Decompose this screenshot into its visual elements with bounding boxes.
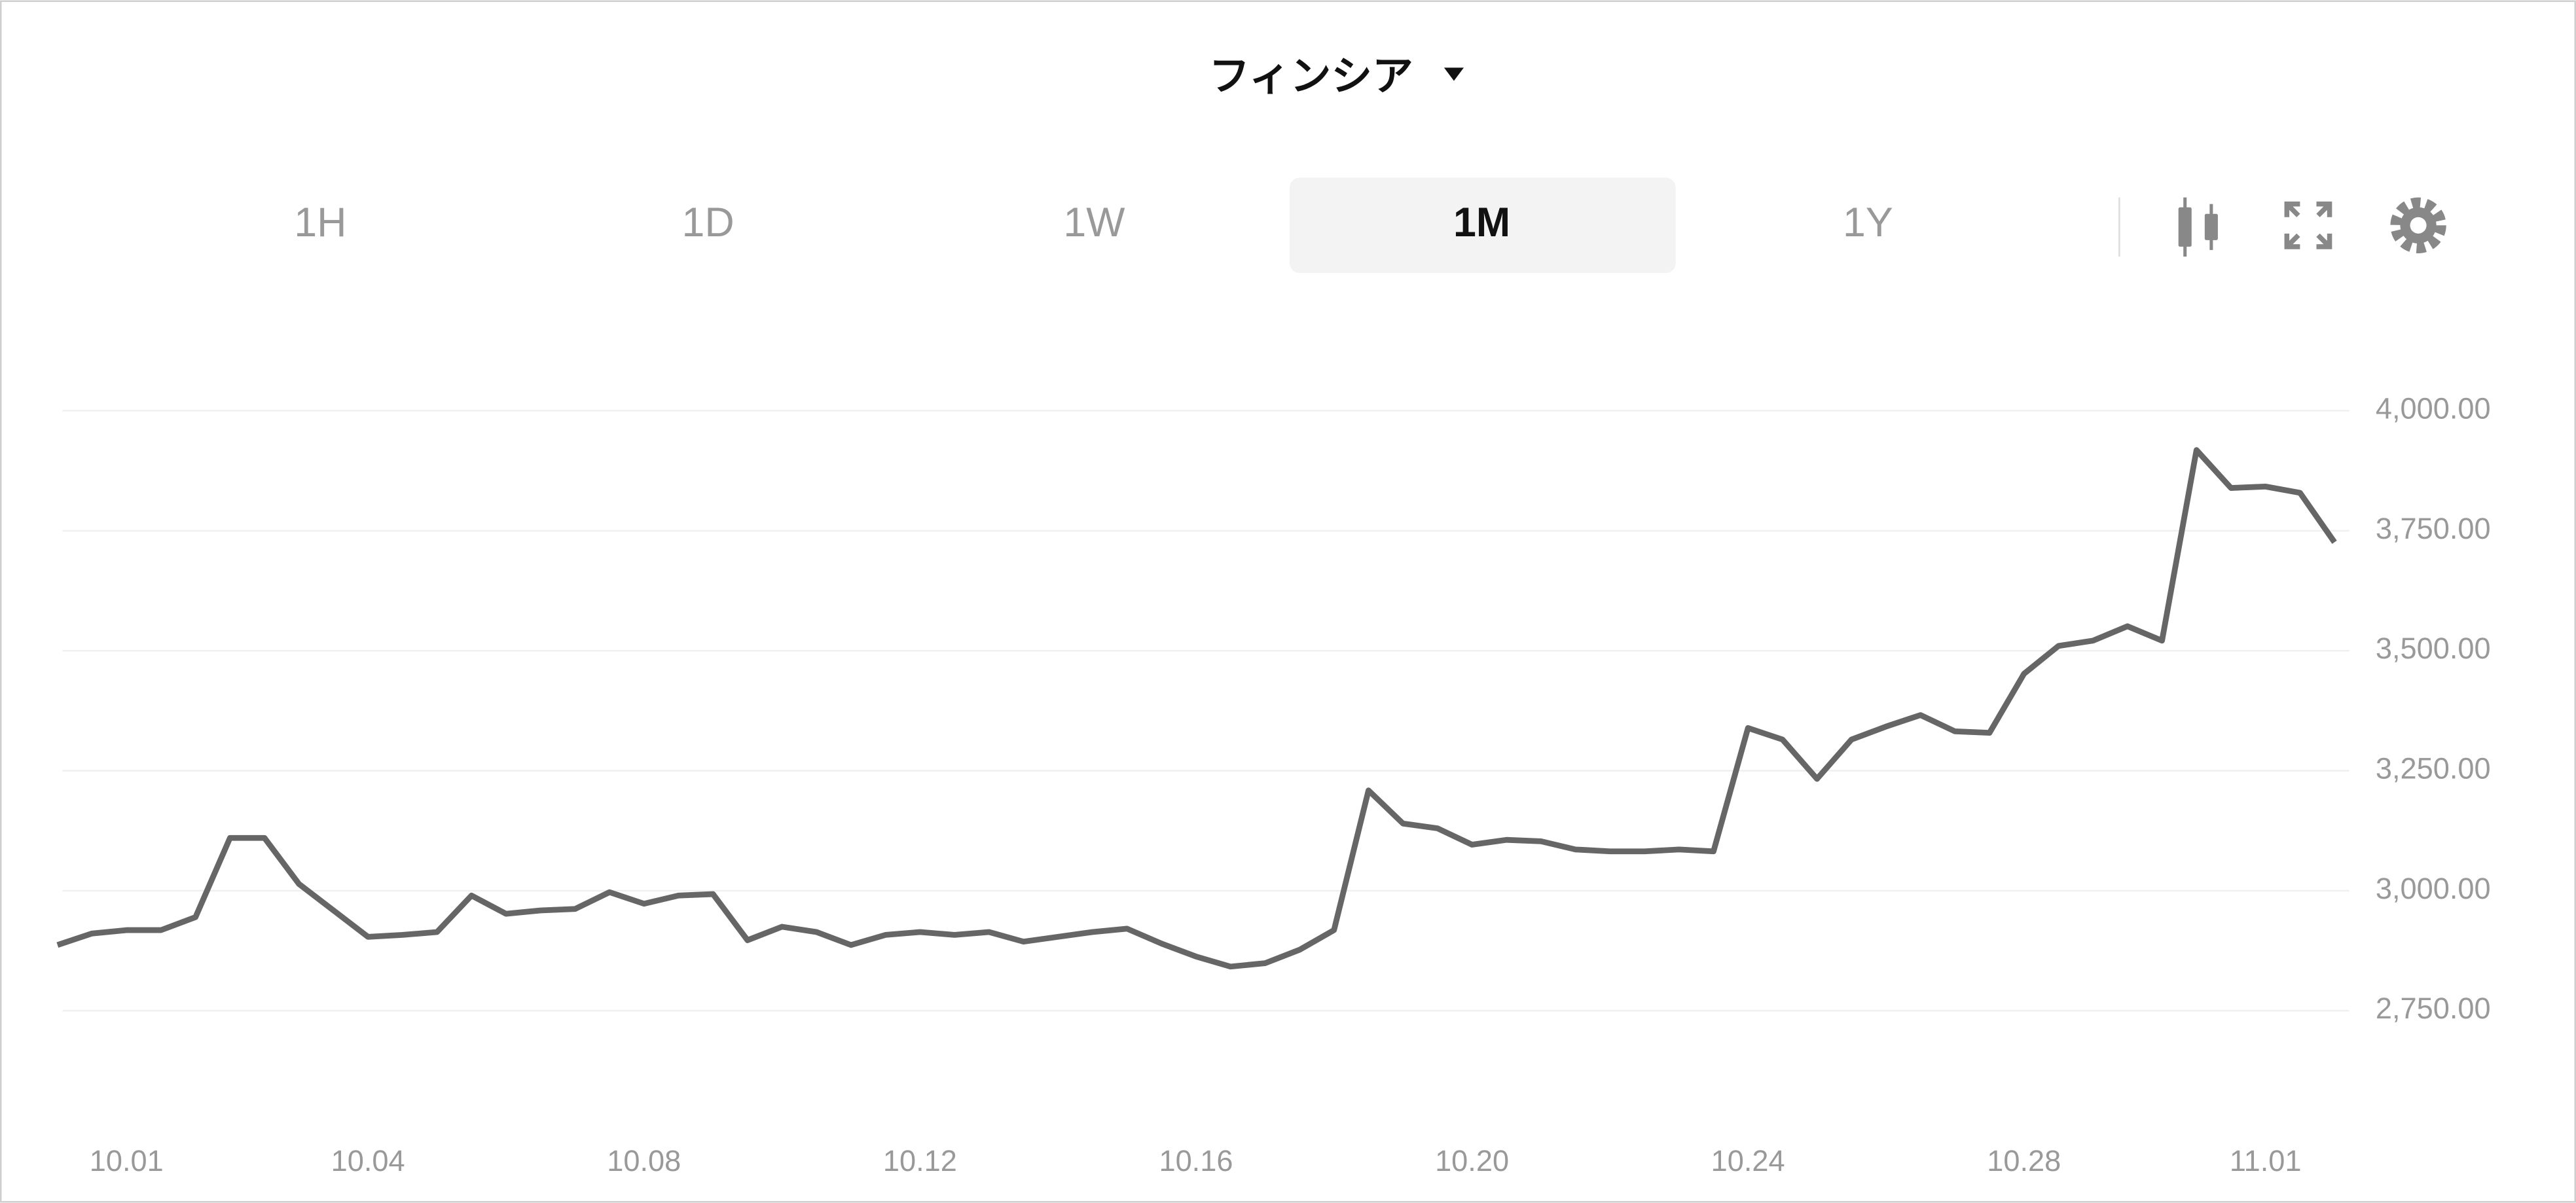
x-tick-label: 10.01	[90, 1144, 164, 1177]
x-tick-label: 10.16	[1159, 1144, 1233, 1177]
y-tick-label: 4,000.00	[2376, 391, 2491, 425]
y-tick-label: 3,250.00	[2376, 752, 2491, 785]
y-tick-label: 3,000.00	[2376, 872, 2491, 905]
dropdown-arrow[interactable]	[1443, 67, 1464, 81]
tab[interactable]: 1H	[294, 200, 346, 245]
y-tick-label: 3,750.00	[2376, 512, 2491, 545]
fullscreen-icon[interactable]	[2284, 201, 2332, 249]
x-tick-label: 10.08	[607, 1144, 681, 1177]
x-tick-label: 10.20	[1435, 1144, 1509, 1177]
y-tick-label: 2,750.00	[2376, 992, 2491, 1025]
tab[interactable]: 1W	[1063, 200, 1125, 245]
x-tick-label: 10.04	[331, 1144, 405, 1177]
tab-selected-bg	[1290, 177, 1676, 274]
tab[interactable]: 1M	[1453, 200, 1510, 245]
y-tick-label: 3,500.00	[2376, 632, 2491, 665]
x-tick-label: 10.28	[1987, 1144, 2061, 1177]
tab[interactable]: 1Y	[1843, 200, 1893, 245]
settings-icon[interactable]	[2390, 197, 2446, 253]
x-tick-label: 10.12	[883, 1144, 957, 1177]
candle-icon[interactable]	[2178, 197, 2218, 257]
tab[interactable]: 1D	[682, 200, 735, 245]
x-tick-label: 10.24	[1711, 1144, 1785, 1177]
asset-title[interactable]: フィンシア	[1208, 54, 1413, 99]
price-line	[56, 447, 2337, 970]
x-tick-label: 11.01	[2230, 1144, 2302, 1177]
